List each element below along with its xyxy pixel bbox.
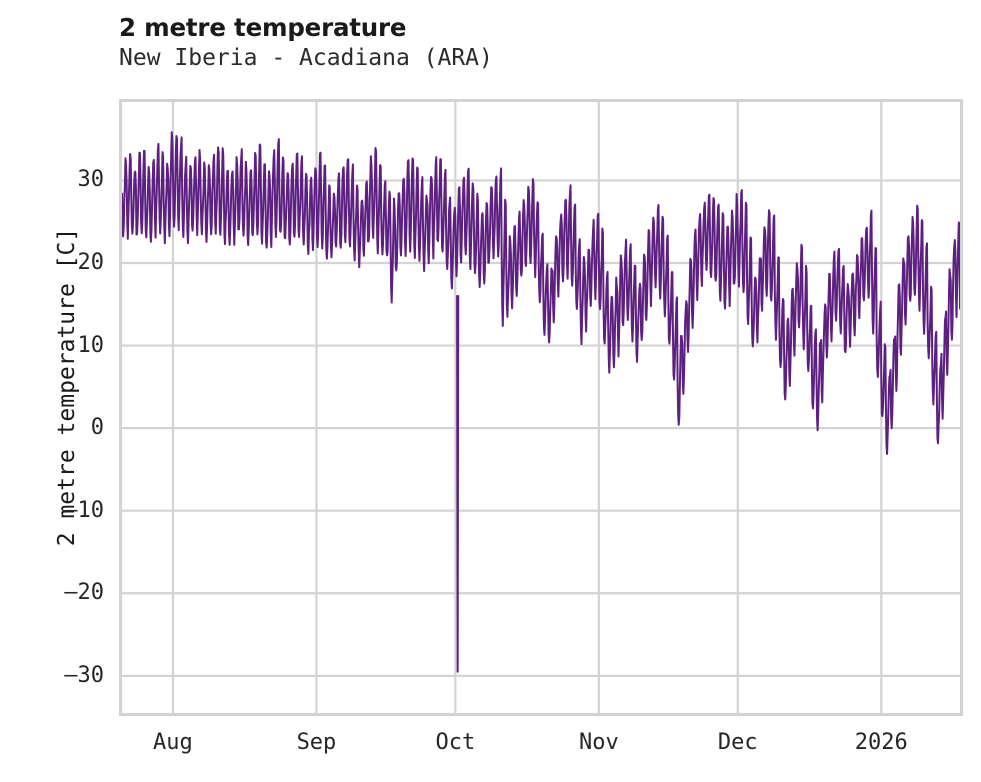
- y-axis-tick-label: –10: [64, 497, 104, 523]
- temperature-series: [122, 131, 960, 673]
- chart-subtitle: New Iberia - Acadiana (ARA): [119, 45, 493, 72]
- y-axis-tick-label: 30: [77, 167, 105, 193]
- x-axis-tick-label: Nov: [578, 730, 619, 755]
- page-title: 2 metre temperature: [119, 13, 407, 42]
- y-axis-tick-label: 0: [90, 415, 104, 441]
- y-axis-tick-label: 10: [77, 332, 105, 358]
- y-axis-tick-label: –20: [64, 580, 104, 606]
- x-axis-tick-label: 2026: [854, 730, 908, 755]
- y-axis-tick-labels: 30 20 10 0 –10 –20 –30: [0, 0, 104, 782]
- temperature-line: [122, 131, 960, 455]
- plot-inner: [122, 102, 960, 713]
- x-axis-tick-label: Sep: [296, 730, 337, 755]
- x-axis-tick-label: Oct: [435, 730, 476, 755]
- x-axis-tick-label: Dec: [717, 730, 758, 755]
- y-axis-tick-label: –30: [64, 662, 104, 688]
- plot-area: [119, 99, 963, 716]
- y-axis-tick-label: 20: [77, 250, 105, 275]
- title-block: 2 metre temperature New Iberia - Acadian…: [119, 14, 919, 74]
- anomalous-spike: [456, 295, 460, 673]
- x-axis-tick-label: Aug: [153, 730, 193, 755]
